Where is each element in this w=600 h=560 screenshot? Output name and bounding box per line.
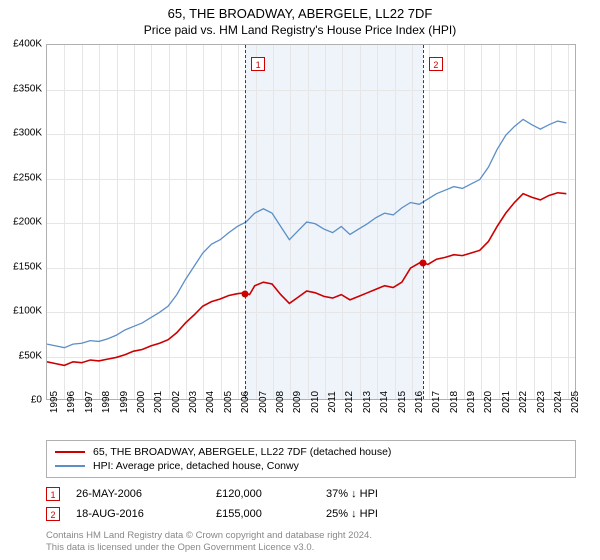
x-tick-label: 2023 [536, 391, 547, 413]
x-tick-label: 1995 [49, 391, 60, 413]
x-tick-label: 2006 [240, 391, 251, 413]
y-tick-label: £250K [13, 172, 42, 183]
sale-price: £155,000 [216, 508, 326, 520]
sale-marker-box: 1 [46, 487, 60, 501]
x-tick-label: 2005 [223, 391, 234, 413]
sale-hpi-delta: 25% ↓ HPI [326, 508, 436, 520]
sale-row: 1 26-MAY-2006 £120,000 37% ↓ HPI [46, 484, 576, 504]
x-tick-label: 1999 [119, 391, 130, 413]
footer-line: Contains HM Land Registry data © Crown c… [46, 530, 576, 542]
legend-label: 65, THE BROADWAY, ABERGELE, LL22 7DF (de… [93, 446, 391, 458]
legend-swatch [55, 465, 85, 467]
x-tick-label: 2007 [258, 391, 269, 413]
legend-item: HPI: Average price, detached house, Conw… [55, 459, 567, 473]
y-tick-label: £350K [13, 83, 42, 94]
x-tick-label: 2016 [414, 391, 425, 413]
y-tick-label: £0 [31, 395, 42, 406]
x-tick-label: 2000 [136, 391, 147, 413]
footer-line: This data is licensed under the Open Gov… [46, 542, 576, 554]
chart-plot-area: 12 [46, 44, 576, 400]
line-series [47, 45, 575, 399]
sale-hpi-delta: 37% ↓ HPI [326, 488, 436, 500]
y-tick-label: £100K [13, 306, 42, 317]
sales-list: 1 26-MAY-2006 £120,000 37% ↓ HPI 2 18-AU… [46, 484, 576, 524]
x-tick-label: 1998 [101, 391, 112, 413]
y-tick-label: £150K [13, 261, 42, 272]
y-tick-label: £200K [13, 217, 42, 228]
chart-container: 65, THE BROADWAY, ABERGELE, LL22 7DF Pri… [0, 0, 600, 560]
x-tick-label: 2010 [310, 391, 321, 413]
x-tick-label: 2002 [171, 391, 182, 413]
x-tick-label: 2021 [501, 391, 512, 413]
title-main: 65, THE BROADWAY, ABERGELE, LL22 7DF [0, 0, 600, 21]
x-tick-label: 1996 [66, 391, 77, 413]
x-tick-label: 2012 [344, 391, 355, 413]
sale-marker-box: 2 [46, 507, 60, 521]
x-tick-label: 2014 [379, 391, 390, 413]
x-tick-label: 2020 [483, 391, 494, 413]
legend: 65, THE BROADWAY, ABERGELE, LL22 7DF (de… [46, 440, 576, 478]
sale-date: 18-AUG-2016 [76, 508, 216, 520]
event-marker-box: 1 [251, 57, 265, 71]
x-tick-label: 2001 [153, 391, 164, 413]
x-tick-label: 1997 [84, 391, 95, 413]
sale-dot [419, 260, 426, 267]
y-tick-label: £400K [13, 39, 42, 50]
event-marker-box: 2 [429, 57, 443, 71]
sale-row: 2 18-AUG-2016 £155,000 25% ↓ HPI [46, 504, 576, 524]
x-tick-label: 2025 [570, 391, 581, 413]
y-tick-label: £50K [19, 350, 42, 361]
title-sub: Price paid vs. HM Land Registry's House … [0, 21, 600, 37]
x-tick-label: 2019 [466, 391, 477, 413]
x-tick-label: 2003 [188, 391, 199, 413]
x-tick-label: 2004 [205, 391, 216, 413]
footer-attribution: Contains HM Land Registry data © Crown c… [46, 530, 576, 554]
x-tick-label: 2008 [275, 391, 286, 413]
sale-price: £120,000 [216, 488, 326, 500]
x-tick-label: 2017 [431, 391, 442, 413]
x-tick-label: 2013 [362, 391, 373, 413]
legend-swatch [55, 451, 85, 453]
x-tick-label: 2024 [553, 391, 564, 413]
x-tick-label: 2018 [449, 391, 460, 413]
x-tick-label: 2022 [518, 391, 529, 413]
y-tick-label: £300K [13, 128, 42, 139]
x-tick-label: 2009 [292, 391, 303, 413]
sale-date: 26-MAY-2006 [76, 488, 216, 500]
legend-label: HPI: Average price, detached house, Conw… [93, 460, 299, 472]
legend-item: 65, THE BROADWAY, ABERGELE, LL22 7DF (de… [55, 445, 567, 459]
x-tick-label: 2011 [327, 391, 338, 413]
x-tick-label: 2015 [397, 391, 408, 413]
sale-dot [242, 291, 249, 298]
